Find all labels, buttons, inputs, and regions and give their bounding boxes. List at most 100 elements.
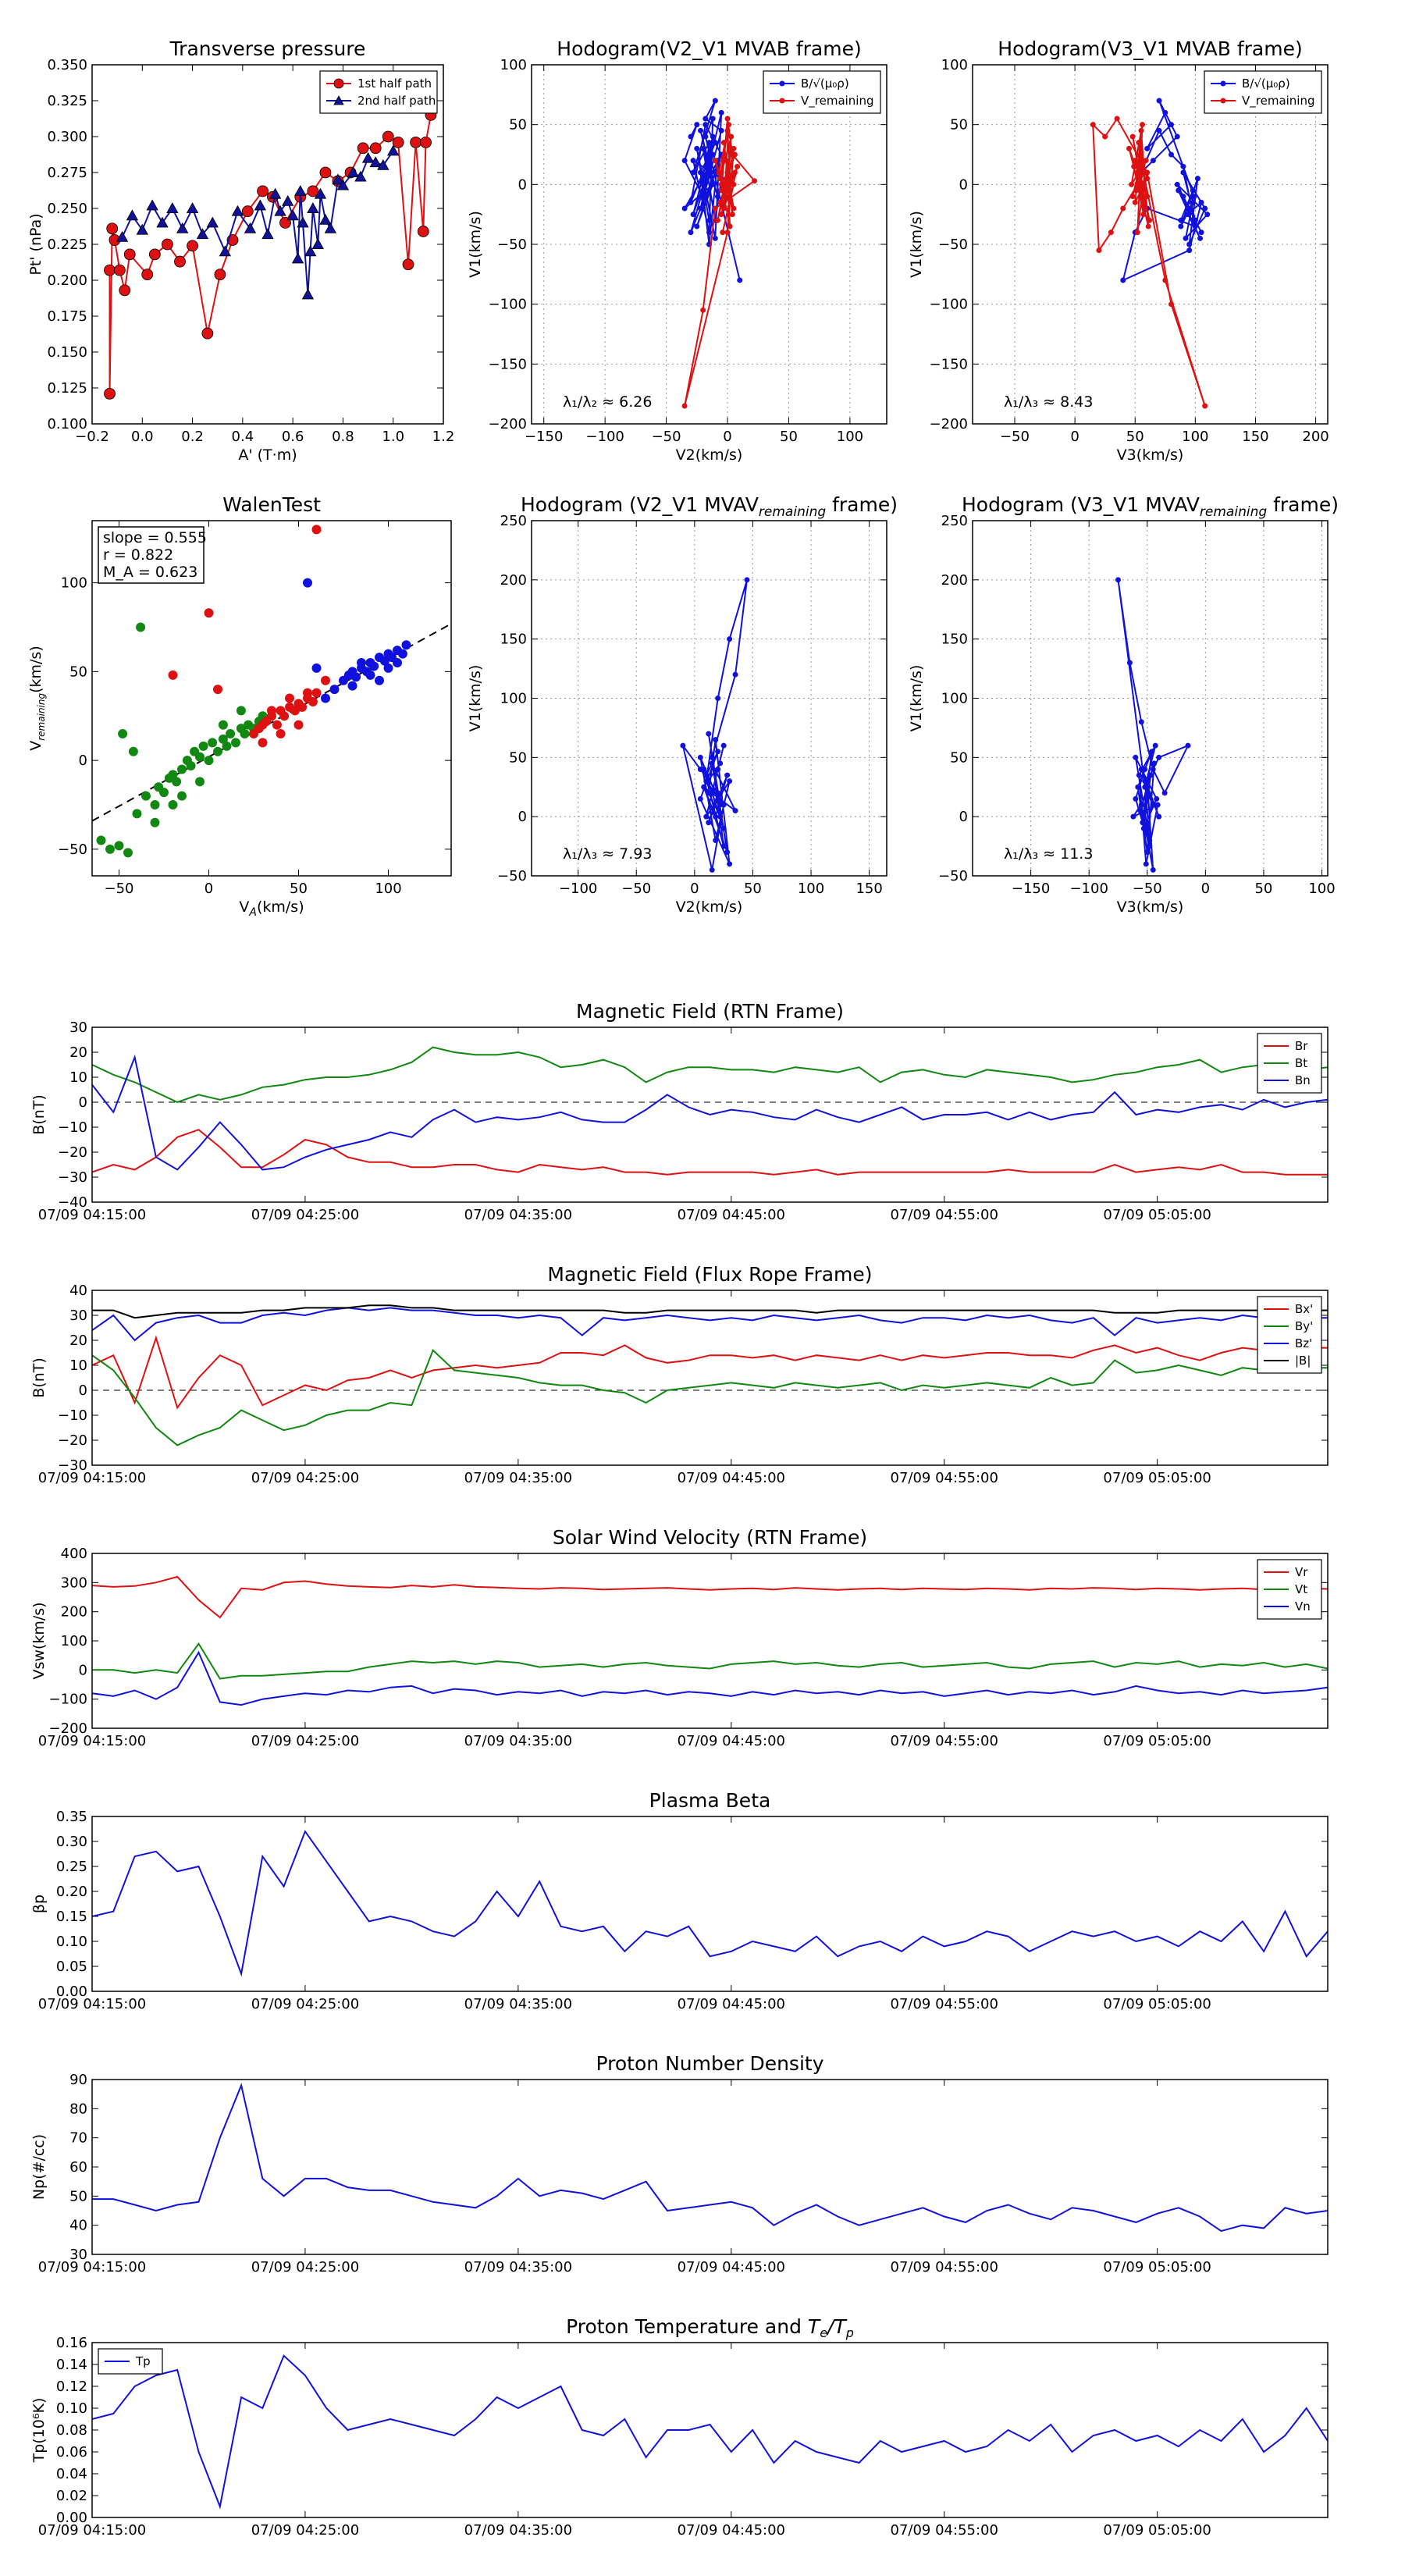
x-tick-label: 200 <box>1302 429 1329 445</box>
data-point <box>222 741 232 751</box>
x-tick-label: 100 <box>1182 429 1208 445</box>
data-point <box>269 187 282 199</box>
data-point <box>1144 194 1151 200</box>
series-|B| <box>92 1304 1328 1319</box>
data-point <box>297 216 309 228</box>
y-tick-label: 0.175 <box>47 308 87 325</box>
legend-label: Tp <box>135 2354 151 2368</box>
legend-box <box>319 70 438 114</box>
legend-label: Vt <box>1295 1582 1307 1596</box>
y-tick-label: 50 <box>69 2188 87 2204</box>
data-point <box>712 140 718 146</box>
data-point <box>700 194 706 200</box>
x-tick-label: 07/09 04:25:00 <box>251 2259 359 2275</box>
data-point <box>1198 199 1204 205</box>
data-point <box>727 223 733 229</box>
data-point <box>1178 217 1184 223</box>
x-tick-label: 07/09 04:45:00 <box>678 2522 785 2539</box>
series-V_remaining <box>1090 116 1208 409</box>
plot-area <box>92 1046 1328 1176</box>
y-axis-label: Vremaining(km/s) <box>27 646 47 751</box>
stats-box <box>98 526 205 584</box>
data-point <box>710 116 716 122</box>
plot-area <box>680 577 750 873</box>
data-point <box>720 199 727 205</box>
data-point <box>729 212 735 218</box>
data-point <box>1144 169 1151 176</box>
data-point <box>710 133 716 140</box>
data-point <box>383 663 393 673</box>
stats-line: r = 0.822 <box>103 546 173 564</box>
data-point <box>286 209 299 221</box>
data-point <box>336 179 350 190</box>
data-point <box>706 217 712 223</box>
legend-label: |B| <box>1295 1354 1311 1368</box>
data-point <box>294 185 307 196</box>
data-point <box>106 222 119 235</box>
data-point <box>706 163 712 169</box>
series-line <box>92 1349 1328 1446</box>
y-tick-label: 100 <box>61 575 87 592</box>
data-point <box>720 205 727 212</box>
y-tick-label: 0.02 <box>56 2488 87 2504</box>
data-point <box>710 181 716 187</box>
plot-area <box>1090 98 1211 409</box>
data-point <box>1168 301 1174 308</box>
y-tick-label: −100 <box>930 297 968 313</box>
data-point <box>1185 212 1191 218</box>
y-tick-label: 200 <box>500 572 527 589</box>
data-point <box>297 702 308 712</box>
data-point <box>723 158 729 164</box>
y-axis-label: Np(#/cc) <box>30 2134 48 2200</box>
data-point <box>1139 122 1145 128</box>
data-point <box>311 688 322 698</box>
data-point <box>735 163 741 169</box>
x-tick-label: 100 <box>798 881 824 897</box>
data-point <box>713 737 719 743</box>
data-point <box>1142 784 1148 790</box>
data-point <box>375 675 384 685</box>
y-tick-label: −100 <box>49 1692 87 1708</box>
data-point <box>718 212 724 218</box>
x-tick-label: −0.2 <box>75 429 109 445</box>
y-tick-label: −50 <box>938 237 968 253</box>
axes-frame <box>91 64 444 425</box>
x-tick-label: 100 <box>837 429 863 445</box>
data-point <box>174 255 186 268</box>
data-point <box>718 187 724 194</box>
data-point <box>141 269 154 281</box>
data-point <box>1136 140 1142 146</box>
data-point <box>1190 187 1196 194</box>
data-point <box>324 222 337 233</box>
data-point <box>301 288 315 300</box>
data-point <box>717 813 724 820</box>
data-point <box>1186 241 1193 247</box>
data-point <box>1186 205 1193 212</box>
data-point <box>308 697 318 707</box>
x-tick-label: 07/09 05:05:00 <box>1103 1207 1211 1223</box>
data-point <box>1133 754 1139 760</box>
series-line <box>92 1650 1328 1706</box>
chart-title: Solar Wind Velocity (RTN Frame) <box>553 1526 867 1549</box>
data-point <box>700 187 706 194</box>
data-point <box>681 403 688 409</box>
x-tick-label: 0 <box>723 429 731 445</box>
data-point <box>123 848 133 858</box>
chart-ts_b_fr: 07/09 04:15:00 07/09 04:25:00 07/09 04:35:… <box>30 1263 1329 1486</box>
data-point <box>1138 181 1144 187</box>
data-point <box>276 729 286 738</box>
data-point <box>1180 194 1186 200</box>
data-point <box>703 813 710 820</box>
data-point <box>1129 181 1135 187</box>
data-point <box>727 778 733 785</box>
data-point <box>218 720 228 730</box>
x-tick-label: 07/09 04:15:00 <box>38 2522 146 2539</box>
data-point <box>702 122 709 128</box>
x-tick-label: 0.6 <box>282 429 304 445</box>
data-point <box>1191 194 1197 200</box>
y-tick-label: −50 <box>497 868 527 884</box>
data-point <box>186 202 199 214</box>
data-point <box>712 158 718 164</box>
y-tick-label: 0.12 <box>56 2379 87 2395</box>
data-point <box>690 158 696 164</box>
